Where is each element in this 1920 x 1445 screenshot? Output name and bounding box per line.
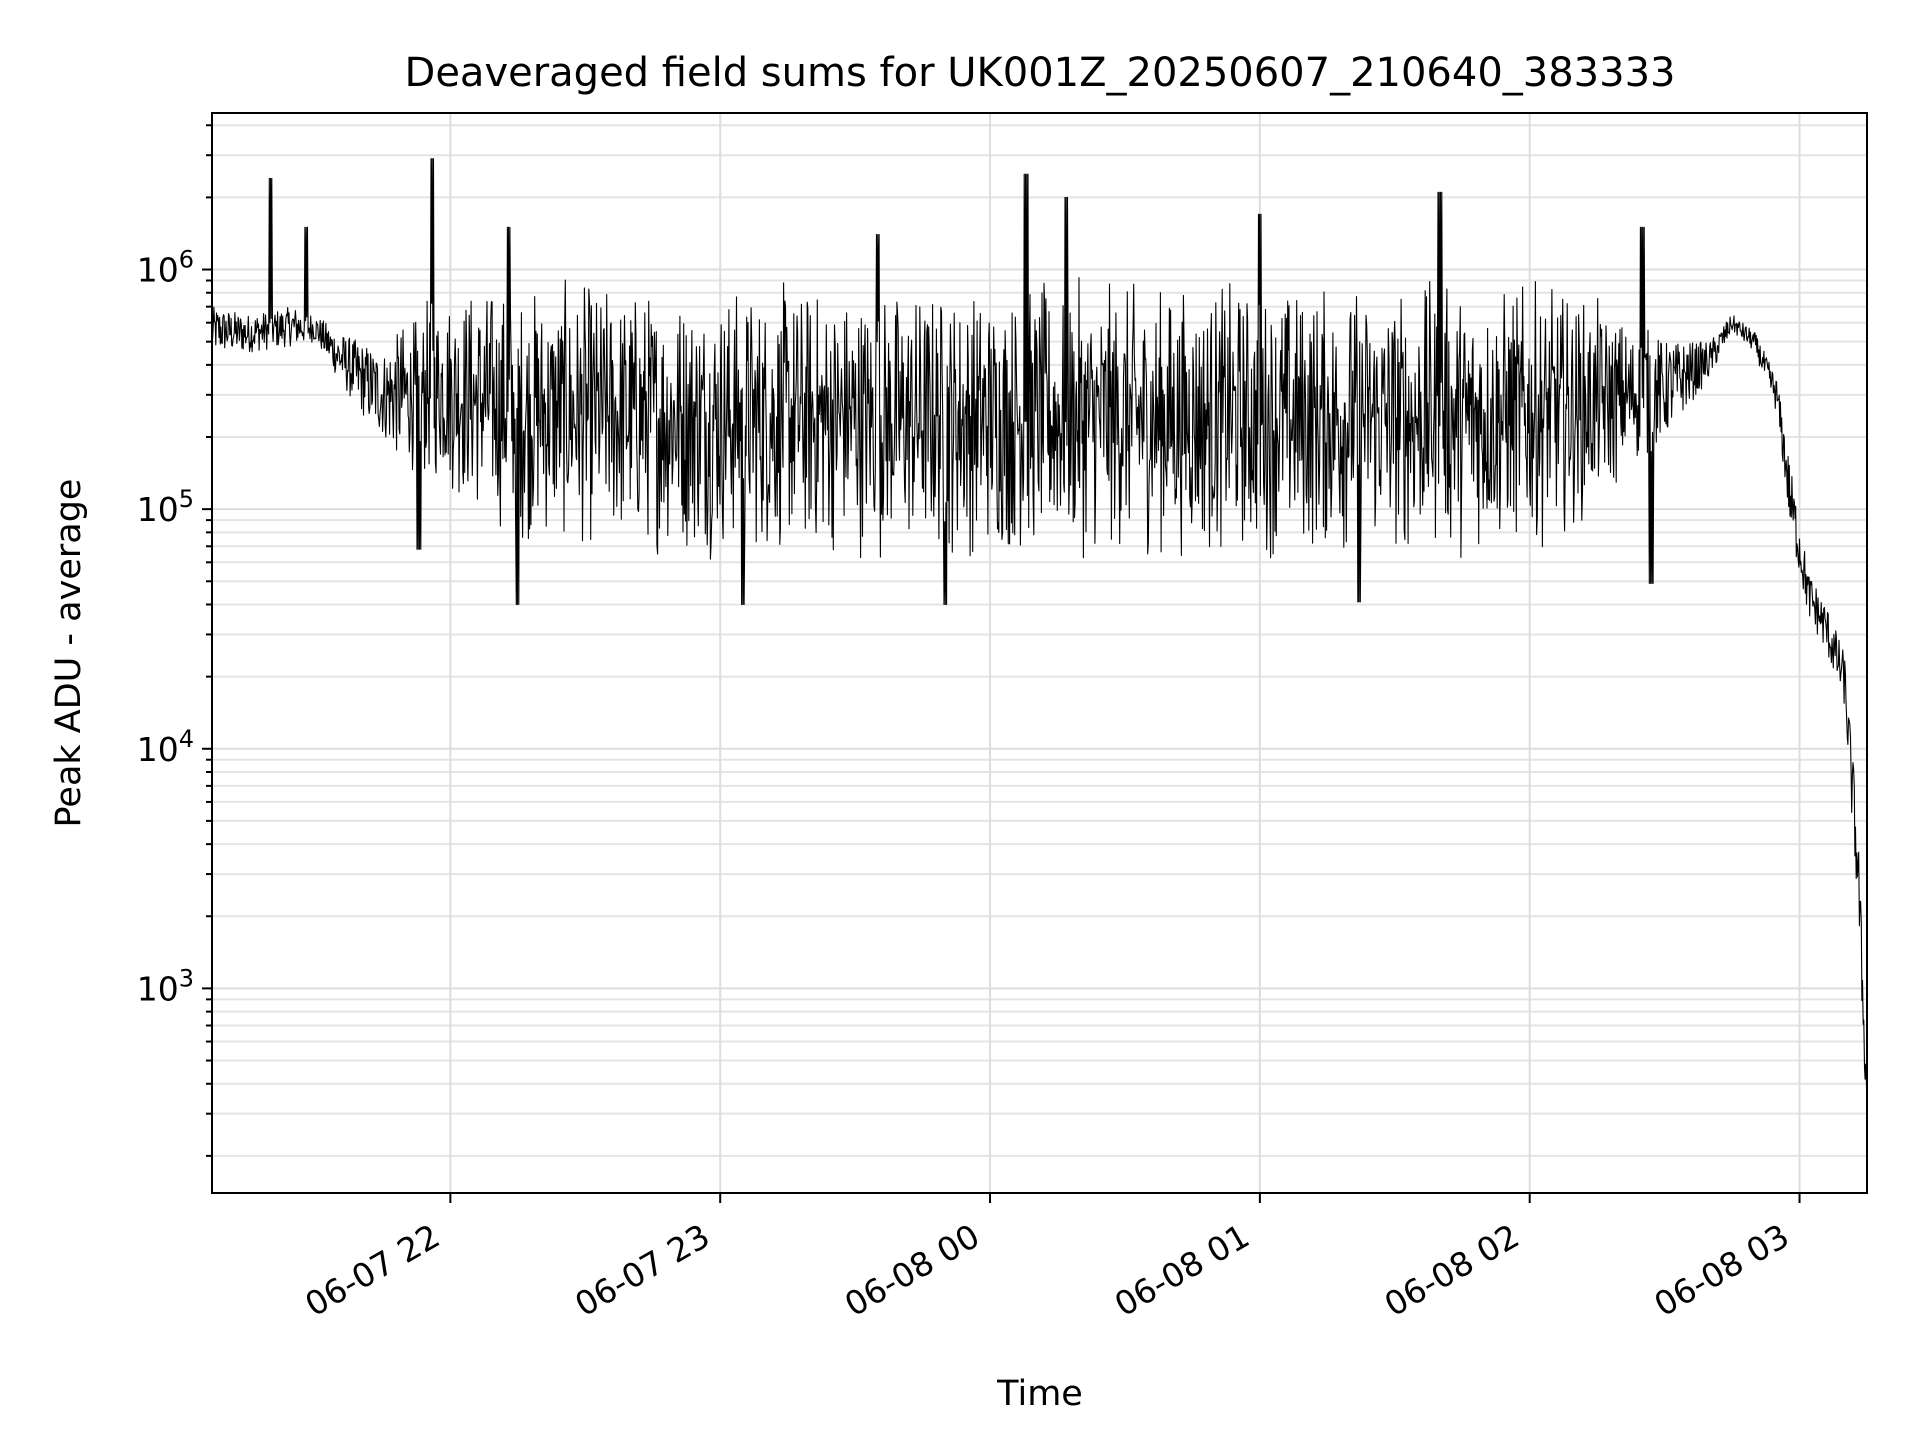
series-line xyxy=(211,158,1868,1115)
y-tick-label: 106 xyxy=(137,246,194,290)
y-tick-label: 105 xyxy=(137,485,194,529)
y-axis-label: Peak ADU - average xyxy=(49,479,89,828)
y-tick-label: 103 xyxy=(137,964,194,1008)
data-series xyxy=(211,158,1868,1115)
x-axis-label: Time xyxy=(996,1374,1083,1414)
grid xyxy=(212,113,1867,1193)
chart-title: Deaveraged field sums for UK001Z_2025060… xyxy=(405,50,1676,96)
plot-frame xyxy=(211,112,1868,1194)
y-tick-label: 104 xyxy=(137,725,194,769)
